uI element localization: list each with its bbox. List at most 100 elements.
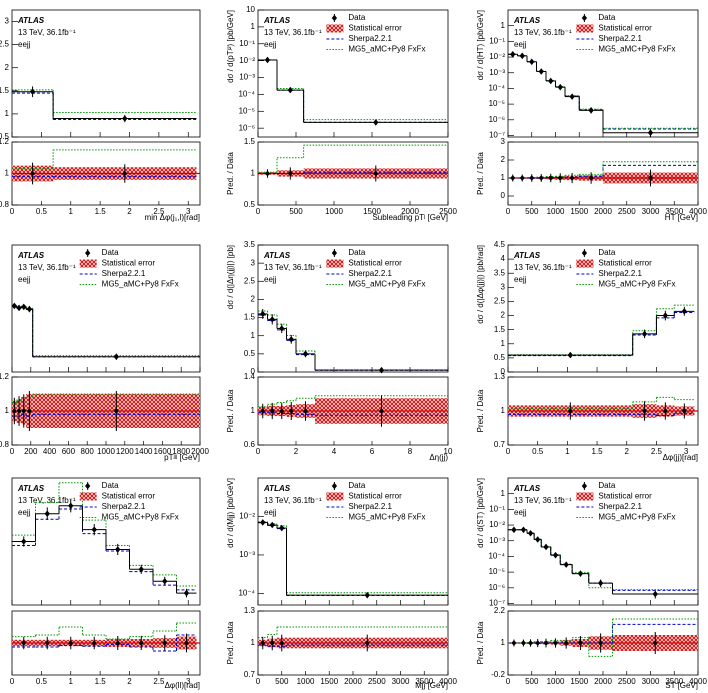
x-axis-label: Mjj [GeV]: [415, 681, 448, 690]
ratio-data-point: [26, 391, 32, 431]
y-tick-label: 1.5: [494, 325, 506, 334]
x-tick-label: 3: [684, 447, 689, 456]
ratio-y-tick-label: -0.2: [491, 670, 505, 679]
ratio-y-tick-label: 1.5: [244, 137, 256, 146]
data-point: [662, 310, 668, 321]
ratio-data-point: [113, 391, 119, 431]
data-point: [535, 536, 541, 543]
ratio-y-tick-label: 1.2: [0, 372, 10, 381]
y-tick-label: 2.5: [494, 297, 506, 306]
ratio-y-tick-label: 0.6: [244, 440, 256, 449]
y-tick-label: 1.5: [0, 86, 10, 95]
data-point: [552, 551, 559, 559]
legend-label: Sherpa2.2.1: [102, 502, 146, 511]
main-frame: [507, 244, 699, 373]
data-point: [563, 561, 569, 568]
y-tick-label: 2.5: [0, 40, 10, 49]
y-tick-label: 4.5: [494, 240, 506, 249]
channel-label: eejj: [264, 40, 277, 49]
x-tick-label: 1000: [325, 207, 343, 216]
data-point: [302, 350, 309, 358]
x-axis-label: ST [GeV]: [665, 681, 698, 690]
y-tick-label: 10⁻⁴: [488, 84, 505, 93]
x-axis-label: Δφ(jj)[rad]: [663, 453, 698, 462]
ratio-data-point: [269, 635, 275, 651]
y-tick-label: 2: [501, 311, 506, 320]
legend-marker: [326, 24, 344, 33]
x-tick-label: 8: [408, 447, 413, 456]
ratio-y-tick-label: 2: [501, 155, 506, 164]
x-axis-label: min Δφ(j₁,l)[rad]: [145, 213, 200, 222]
x-tick-label: 2: [127, 677, 132, 686]
ratio-data-point: [588, 172, 594, 184]
legend-marker: [331, 249, 338, 257]
data-point: [29, 86, 36, 98]
y-axis-label: dσ / d(|Δφ(jj)|) [pb/rad]: [476, 245, 485, 324]
data-point: [577, 570, 584, 577]
ratio-data-point: [520, 639, 526, 647]
ratio-y-axis-label: Pred. / Data: [226, 389, 235, 432]
ratio-data-point: [538, 174, 544, 182]
x-tick-label: 3000: [642, 677, 660, 686]
ratio-y-tick-label: 1: [5, 169, 10, 178]
legend-marker: [331, 482, 338, 490]
legend-label: Data: [598, 481, 615, 490]
legend-label: Sherpa2.2.1: [348, 269, 392, 278]
legend-marker: [581, 249, 588, 257]
data-point: [597, 579, 604, 588]
ratio-data-point: [373, 165, 379, 182]
experiment-label: ATLAS: [513, 251, 541, 260]
data-point: [519, 52, 525, 60]
x-tick-label: 500: [275, 677, 289, 686]
y-tick-label: 10⁻¹: [489, 504, 505, 513]
x-tick-label: 4000: [689, 207, 707, 216]
x-tick-label: 10: [444, 447, 453, 456]
experiment-label: ATLAS: [513, 16, 541, 25]
data-point: [11, 302, 17, 310]
data-point: [21, 303, 27, 311]
data-point: [26, 305, 33, 313]
y-tick-label: 1: [5, 109, 10, 118]
ratio-data-point: [567, 402, 573, 420]
y-tick-label: 3.5: [494, 268, 506, 277]
ratio-data-point: [652, 632, 658, 654]
x-tick-label: 1500: [570, 677, 588, 686]
legend-label: Data: [348, 248, 365, 257]
y-tick-label: 0.5: [494, 353, 506, 362]
x-tick-label: 2: [625, 447, 630, 456]
y-tick-label: 4: [501, 254, 506, 263]
channel-label: eejj: [18, 275, 31, 284]
x-tick-label: 1: [69, 677, 74, 686]
main-frame: [11, 9, 201, 138]
ratio-y-axis-label: Pred. / Data: [476, 621, 485, 664]
legend-label: MG5_aMC+Py8 FxFx: [598, 45, 675, 54]
legend-label: Statistical error: [348, 492, 402, 501]
y-tick-label: 10⁻⁵: [489, 567, 505, 576]
x-tick-label: 3000: [392, 677, 410, 686]
ratio-data-point: [548, 173, 554, 183]
y-tick-label: 0.5: [244, 349, 256, 358]
channel-label: eejj: [514, 275, 527, 284]
ratio-data-point: [91, 636, 97, 650]
x-tick-label: 2500: [618, 207, 636, 216]
data-point: [548, 77, 554, 85]
ratio-y-tick-label: 1: [501, 406, 506, 415]
experiment-label: ATLAS: [17, 251, 45, 260]
legend-label: MG5_aMC+Py8 FxFx: [102, 280, 179, 289]
x-tick-label: 800: [81, 447, 95, 456]
y-tick-label: 2: [5, 63, 10, 72]
x-tick-label: 1000: [547, 207, 565, 216]
data-point: [91, 523, 97, 536]
x-axis-label: Δφ(ll)[rad]: [165, 681, 200, 690]
legend-label: Statistical error: [348, 24, 402, 33]
x-axis-label: Δη(jj): [429, 453, 448, 462]
ratio-y-axis-label: Pred. / Data: [476, 152, 485, 195]
ratio-y-axis-label: Pred. / Data: [226, 152, 235, 195]
energy-label: 13 TeV, 36.1fb⁻¹: [514, 263, 572, 272]
x-tick-label: 2.5: [153, 677, 165, 686]
data-point: [288, 335, 294, 344]
ratio-y-axis-label: Pred. / Data: [476, 389, 485, 432]
legend-label: Statistical error: [598, 259, 652, 268]
data-point: [567, 351, 573, 359]
y-tick-label: 0: [251, 367, 256, 376]
